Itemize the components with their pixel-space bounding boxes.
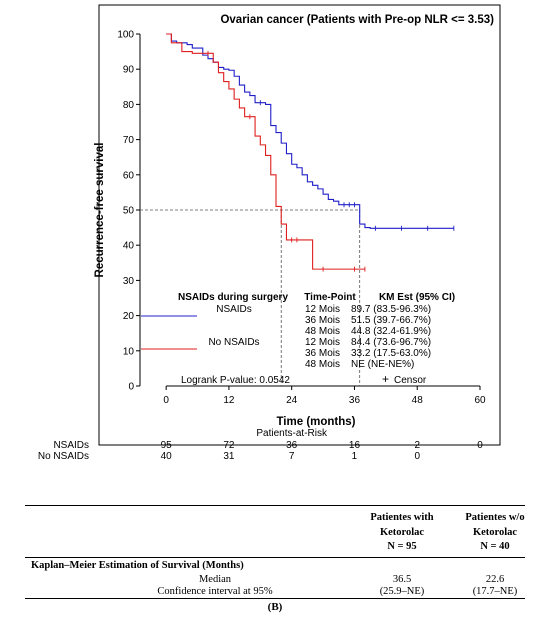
col1-header: Patientes with Ketorolac N = 95: [352, 511, 452, 555]
x-tick-label: 36: [349, 395, 361, 406]
col2-header-line: Patientes w/o: [465, 512, 525, 523]
legend-timepoint: 36 Mois: [305, 348, 340, 359]
y-tick-label: 10: [123, 346, 135, 357]
y-tick-label: 80: [123, 100, 135, 111]
col2-header: Patientes w/o Ketorolac N = 40: [445, 511, 545, 555]
legend-km-estimate: 51.5 (39.7-66.7%): [351, 315, 431, 326]
x-tick-label: 12: [223, 395, 235, 406]
km-curve-1: [166, 33, 365, 270]
legend-km-estimate: 33.2 (17.5-63.0%): [351, 348, 431, 359]
table-rule-top: [25, 505, 525, 506]
legend-timepoint: 36 Mois: [305, 315, 340, 326]
km-curve-0: [166, 33, 454, 229]
legend-km-estimate: 89.7 (83.5-96.3%): [351, 304, 431, 315]
legend-timepoint: 48 Mois: [305, 326, 340, 337]
risk-title: Patients-at-Risk: [256, 428, 328, 439]
legend-timepoint: 12 Mois: [305, 337, 340, 348]
legend-km-estimate: 84.4 (73.6-96.7%): [351, 337, 431, 348]
x-tick-label: 48: [412, 395, 424, 406]
y-tick-label: 20: [123, 311, 135, 322]
row-label-ci: Confidence interval at 95%: [157, 586, 273, 597]
y-tick-label: 40: [123, 241, 135, 252]
ci-without: (17.7–NE): [472, 586, 518, 597]
row-label-median: Median: [198, 574, 232, 585]
table-rule-mid: [25, 557, 525, 558]
x-tick-label: 0: [163, 395, 169, 406]
logrank-pvalue: Logrank P-value: 0.0542: [181, 375, 290, 386]
legend-km-estimate: 44.8 (32.4-61.9%): [351, 326, 431, 337]
risk-count: 0: [477, 440, 483, 451]
risk-row-label: No NSAIDs: [38, 451, 89, 462]
col1-header-line: N = 95: [387, 541, 417, 552]
censor-icon: +: [382, 372, 389, 386]
ci-with: (25.9–NE): [379, 586, 425, 597]
legend-group-label: No NSAIDs: [208, 337, 259, 348]
col2-header-line: Ketorolac: [472, 526, 518, 538]
legend-group-header: NSAIDs during surgery: [178, 292, 288, 303]
median-without: 22.6: [485, 574, 505, 585]
risk-row-label: NSAIDs: [53, 440, 89, 451]
km-chart: Ovarian cancer (Patients with Pre-op NLR…: [38, 4, 501, 462]
y-tick-label: 50: [123, 206, 135, 217]
legend-timepoint: 48 Mois: [305, 359, 340, 370]
risk-count: 0: [414, 451, 420, 462]
risk-count: 2: [414, 440, 420, 451]
risk-count: 36: [286, 440, 298, 451]
median-with: 36.5: [392, 574, 412, 585]
y-tick-label: 0: [128, 382, 134, 393]
risk-count: 72: [223, 440, 235, 451]
col2-header-line: N = 40: [480, 541, 510, 552]
y-tick-label: 100: [117, 30, 134, 41]
y-tick-label: 30: [123, 276, 135, 287]
risk-count: 7: [289, 451, 295, 462]
table-rule-bottom: [25, 598, 525, 599]
y-tick-label: 60: [123, 170, 135, 181]
legend-timepoint-header: Time-Point: [304, 292, 356, 303]
y-tick-label: 70: [123, 135, 135, 146]
risk-count: 1: [352, 451, 358, 462]
risk-count: 16: [349, 440, 361, 451]
risk-count: 40: [161, 451, 173, 462]
figure-caption: (B): [267, 601, 283, 613]
legend-timepoint: 12 Mois: [305, 304, 340, 315]
plot-frame: [98, 4, 501, 446]
x-tick-label: 60: [474, 395, 486, 406]
x-axis-label: Time (months): [276, 416, 355, 428]
y-axis-label: Recurrence-free survival: [94, 143, 106, 278]
legend-group-label: NSAIDs: [216, 304, 252, 315]
censor-label: Censor: [394, 375, 427, 386]
risk-count: 95: [161, 440, 173, 451]
col1-header-line: Ketorolac: [379, 526, 425, 538]
col1-header-line: Patientes with: [370, 512, 434, 523]
y-tick-label: 90: [123, 65, 135, 76]
legend-km-estimate: NE (NE-NE%): [351, 359, 414, 370]
table-section-title: Kaplan–Meier Estimation of Survival (Mon…: [31, 560, 244, 571]
chart-title: Ovarian cancer (Patients with Pre-op NLR…: [220, 14, 494, 26]
x-tick-label: 24: [286, 395, 298, 406]
legend-km-header: KM Est (95% CI): [379, 292, 455, 303]
risk-count: 31: [223, 451, 235, 462]
